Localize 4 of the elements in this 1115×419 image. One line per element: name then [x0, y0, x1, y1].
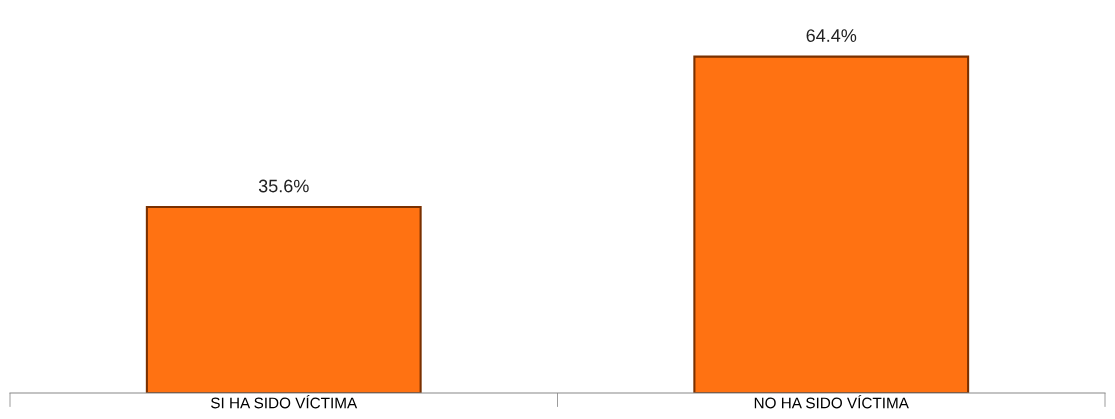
data-label: 35.6%: [258, 179, 309, 193]
x-tick-label: SI HA SIDO VÍCTIMA: [211, 394, 358, 409]
data-label: 64.4%: [806, 29, 857, 42]
x-tick-label: NO HA SIDO VÍCTIMA: [754, 394, 909, 409]
